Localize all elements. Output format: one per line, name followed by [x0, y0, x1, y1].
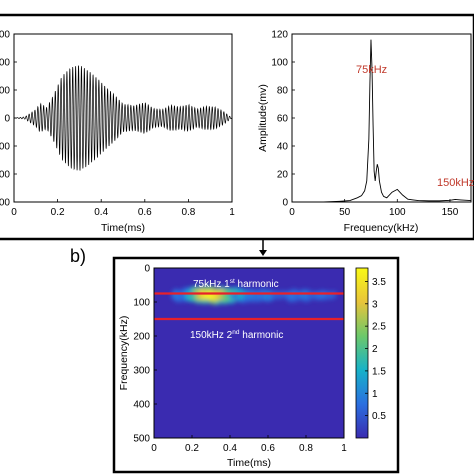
tf-y-tick-label: 500	[133, 434, 150, 445]
waveform-x-label: Time(ms)	[101, 222, 145, 234]
waveform-trace	[14, 65, 232, 171]
colorbar-tick-label: 1.5	[372, 366, 386, 377]
annotation-150khz: 150kHz	[437, 177, 474, 189]
tf-x-label: Time(ms)	[227, 457, 271, 469]
panel-b-label: b)	[70, 246, 86, 266]
colorbar-tick-label: 3	[372, 299, 378, 310]
colorbar	[355, 267, 369, 439]
tf-y-tick-label: 300	[133, 366, 150, 377]
spectrum-trace	[292, 39, 471, 202]
waveform-y-tick-label: 000	[0, 170, 10, 181]
waveform-y-tick-label: 500	[0, 198, 10, 209]
tf-y-tick-label: 200	[133, 332, 150, 343]
colorbar-tick-label: 1	[372, 389, 378, 400]
tf-y-tick-label: 0	[144, 264, 150, 275]
waveform-x-ticks: 0 0.2 0.4 0.6 0.8 1	[11, 199, 235, 218]
waveform-y-ticks: 500 000 500 0 500 000 500	[0, 30, 17, 209]
tf-y-tick-label: 100	[133, 298, 150, 309]
spectrum-y-tick-label: 20	[277, 170, 289, 181]
tf-y-label: Frequency(kHz)	[118, 316, 130, 391]
waveform-x-tick-label: 1	[229, 207, 235, 218]
waveform-y-tick-label: 0	[4, 114, 10, 125]
tf-y-ticks: 0 100 200 300 400 500	[133, 264, 157, 445]
colorbar-tick-label: 2	[372, 344, 378, 355]
waveform-y-tick-label: 500	[0, 142, 10, 153]
spectrum-y-label: Amplitude(mv)	[257, 84, 269, 152]
spectrum-x-tick-label: 0	[289, 207, 295, 218]
waveform-y-tick-label: 000	[0, 58, 10, 69]
waveform-x-tick-label: 0.8	[181, 207, 195, 218]
waveform-y-tick-label: 500	[0, 86, 10, 97]
tf-x-tick-label: 0	[151, 443, 157, 454]
connector-arrowhead	[259, 250, 267, 256]
tf-x-tick-label: 0.8	[299, 443, 313, 454]
waveform-x-tick-label: 0.2	[51, 207, 65, 218]
colorbar-tick-label: 3.5	[372, 277, 386, 288]
panel-a-frame	[0, 13, 474, 241]
tf-plot-border	[153, 267, 345, 439]
tf-x-tick-label: 0.6	[261, 443, 275, 454]
spectrum-chart: 0 20 40 60 80 100 120 0 50 100 150 Frequency(kHz)…	[257, 30, 474, 235]
waveform-chart: 5000005000500000500 00.20.40.60.81 Time(…	[0, 30, 235, 235]
waveform-x-tick-label: 0.4	[94, 207, 108, 218]
harmonic-2-label: 150kHz 2nd harmonic	[190, 329, 283, 341]
spectrum-x-label: Frequency(kHz)	[344, 222, 419, 234]
tf-x-tick-label: 0.4	[223, 443, 237, 454]
waveform-x-tick-label: 0.6	[138, 207, 152, 218]
panel-b-frame	[112, 256, 400, 474]
colorbar-tick-label: 0.5	[372, 411, 386, 422]
spectrum-y-tick-label: 80	[277, 86, 289, 97]
spectrum-y-tick-label: 120	[271, 30, 288, 41]
tf-x-ticks: 0 0.2 0.4 0.6 0.8 1	[151, 435, 347, 454]
tf-x-tick-label: 0.2	[185, 443, 199, 454]
waveform-y-tick-label: 500	[0, 30, 10, 41]
tf-y-tick-label: 400	[133, 400, 150, 411]
tf-x-tick-label: 1	[341, 443, 347, 454]
spectrum-y-ticks: 0 20 40 60 80 100 120	[271, 30, 295, 209]
tf-chart: 75kHz 1st harmonic 150kHz 2nd harmonic 0…	[118, 264, 386, 470]
colorbar-tick-label: 2.5	[372, 322, 386, 333]
colorbar-ticks: 0.5 1 1.5 2 2.5 3 3.5	[365, 277, 386, 422]
spectrum-y-tick-label: 60	[277, 114, 289, 125]
spectrum-x-tick-label: 150	[442, 207, 459, 218]
spectrum-y-tick-label: 100	[271, 58, 288, 69]
spectrum-y-tick-label: 0	[282, 198, 288, 209]
waveform-x-tick-label: 0	[11, 207, 17, 218]
spectrum-x-tick-label: 50	[339, 207, 351, 218]
annotation-75khz: 75kHz	[356, 64, 387, 76]
spectrum-y-tick-label: 40	[277, 142, 289, 153]
spectrum-x-tick-label: 100	[389, 207, 406, 218]
harmonic-1-label: 75kHz 1st harmonic	[193, 278, 279, 290]
